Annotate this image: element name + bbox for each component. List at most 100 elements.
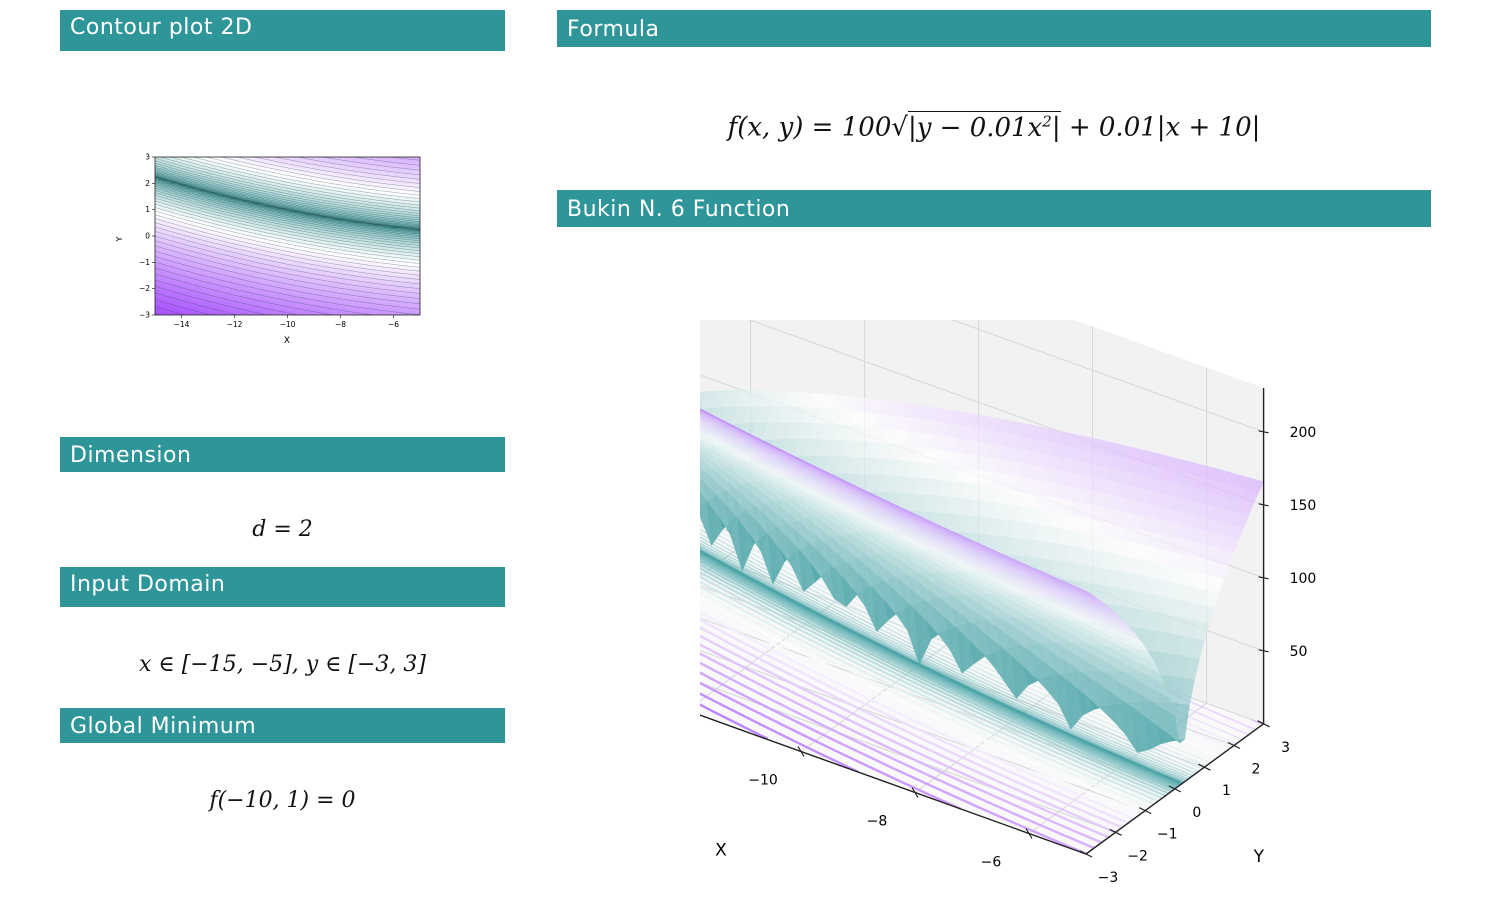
contour-cell (290, 307, 295, 311)
contour-cell (333, 301, 338, 306)
contour-cell (257, 222, 262, 227)
contour-cell (333, 183, 338, 187)
contour-cell (403, 288, 408, 292)
contour-cell (181, 185, 186, 190)
contour-cell (174, 291, 179, 295)
contour-cell (211, 162, 216, 166)
contour-cell (161, 267, 166, 271)
contour-cell (380, 264, 385, 269)
contour-cell (386, 264, 391, 269)
contour-cell (317, 233, 322, 237)
contour-cell (261, 288, 265, 292)
contour-cell (386, 280, 391, 284)
contour-cell (208, 286, 212, 290)
contour-cell (264, 170, 269, 174)
contour-cell (363, 199, 368, 203)
contour-cell (217, 254, 222, 258)
contour-cell (174, 272, 179, 277)
contour-cell (343, 291, 348, 295)
contour-cell (284, 312, 289, 315)
contour-level-line (155, 176, 420, 230)
contour-cell (323, 230, 328, 234)
contour-cell (227, 309, 232, 313)
contour-cell (300, 312, 305, 315)
contour-cell (224, 164, 229, 169)
contour-cell (261, 191, 265, 195)
contour-cell (294, 183, 299, 187)
contour-level-line (155, 176, 420, 231)
contour-cell (386, 217, 391, 221)
contour-cell (158, 257, 163, 261)
contour-cell (294, 246, 299, 250)
contour-cell (304, 270, 308, 274)
contour-cell (330, 185, 335, 190)
contour-cell (178, 199, 183, 203)
contour-cell (373, 301, 378, 306)
contour-cell (270, 233, 275, 237)
contour-cell (406, 259, 411, 263)
contour-cell (198, 222, 202, 227)
contour-cell (257, 251, 262, 256)
contour-cell (188, 214, 193, 219)
contour-cell (257, 193, 262, 198)
contour-cell (208, 172, 212, 177)
contour-cell (270, 249, 275, 253)
contour-cell (340, 233, 345, 237)
contour-cell (347, 233, 352, 237)
contour-cell (201, 212, 206, 216)
contour-cell (208, 304, 212, 308)
contour-cell (330, 278, 335, 282)
contour-cell (343, 280, 348, 284)
contour-cell (300, 157, 305, 161)
contour-cell (327, 243, 332, 248)
contour-cell (333, 267, 338, 271)
contour-cell (304, 183, 308, 187)
contour-cell (396, 170, 401, 174)
contour-cell (164, 270, 169, 274)
contour-cell (297, 241, 302, 245)
contour-cell (161, 288, 166, 292)
contour-cell (360, 249, 365, 253)
contour-cell (406, 191, 411, 195)
contour-cell (353, 199, 358, 203)
contour-cell (287, 312, 292, 315)
contour-cell (164, 157, 169, 161)
contour-cell (274, 249, 279, 253)
contour-cell (247, 257, 252, 261)
contour-cell (307, 288, 312, 292)
contour-cell (231, 225, 236, 229)
contour-cell (198, 170, 202, 174)
contour-cell (410, 191, 414, 195)
surface-floor-contour (700, 571, 1166, 797)
contour-cell (410, 309, 414, 313)
contour-cell (184, 251, 189, 256)
contour-cell (333, 299, 338, 303)
contour-cell (406, 230, 411, 234)
contour-cell (320, 175, 325, 179)
contour-cell (304, 191, 308, 195)
contour-cell (254, 309, 259, 313)
contour-cell (280, 312, 285, 315)
contour-cell (274, 278, 279, 282)
contour-cell (171, 207, 176, 211)
contour-cell (294, 272, 299, 277)
contour-cell (416, 280, 420, 284)
contour-cell (410, 291, 414, 295)
contour-cell (406, 159, 411, 163)
contour-cell (188, 257, 193, 261)
contour-cell (320, 257, 325, 261)
contour-cell (244, 254, 249, 258)
contour-cell (347, 246, 352, 250)
contour-cell (274, 267, 279, 271)
contour-cell (161, 299, 166, 303)
contour-cell (314, 212, 318, 216)
contour-cell (188, 178, 193, 182)
contour-cell (184, 270, 189, 274)
contour-x-axis-label: X (284, 336, 290, 346)
contour-cell (360, 307, 365, 311)
contour-cell (237, 264, 242, 269)
contour-cell (224, 236, 229, 240)
contour-cell (171, 212, 176, 216)
contour-cell (201, 209, 206, 213)
contour-cell (284, 225, 289, 229)
